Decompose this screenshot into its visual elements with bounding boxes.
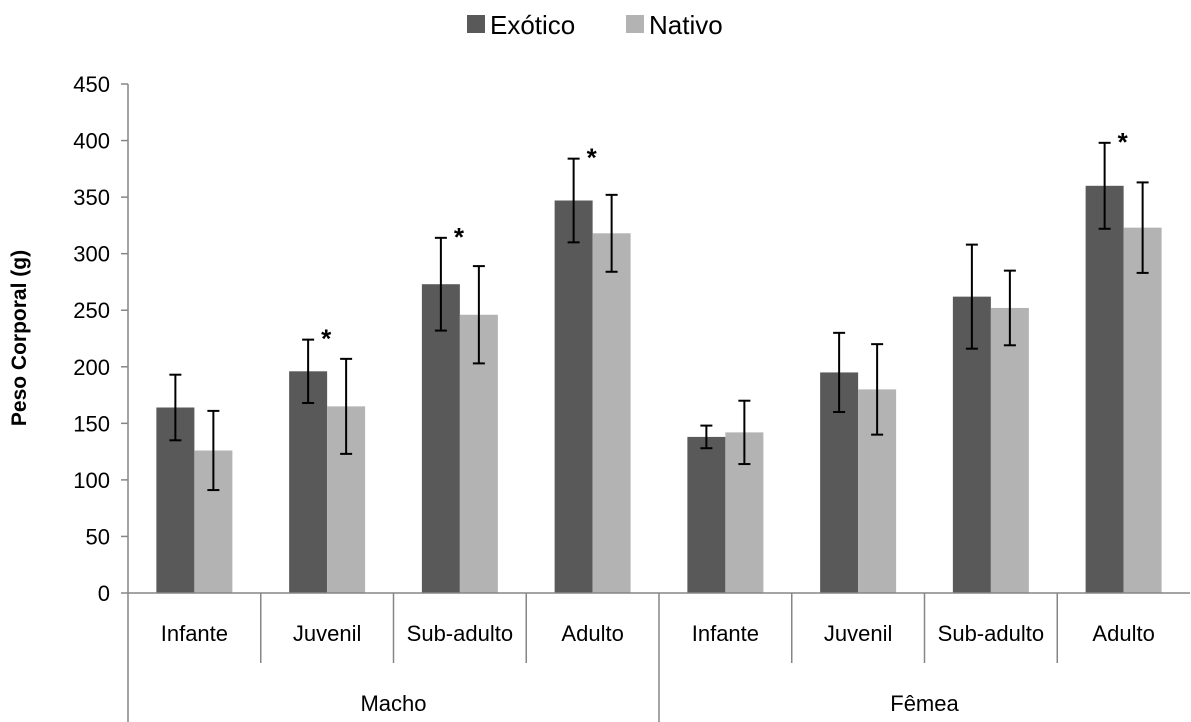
y-tick-label: 250 bbox=[73, 298, 110, 323]
error-bars bbox=[169, 141, 1149, 492]
y-tick-label: 450 bbox=[73, 72, 110, 97]
bar bbox=[421, 284, 460, 593]
legend-swatch bbox=[626, 15, 644, 33]
bar bbox=[687, 436, 726, 593]
x-category-label: Adulto bbox=[1092, 621, 1154, 646]
x-axis: Infante Juvenil Sub-adulto Adulto Macho Infan… bbox=[127, 592, 1190, 722]
legend-label: Nativo bbox=[649, 10, 723, 40]
x-group-label: Macho bbox=[360, 691, 426, 716]
y-tick-label: 350 bbox=[73, 185, 110, 210]
x-category-label: Juvenil bbox=[293, 621, 361, 646]
significance-marker: * bbox=[1118, 127, 1129, 157]
bar bbox=[554, 200, 593, 593]
x-category-label: Infante bbox=[161, 621, 228, 646]
y-tick-label: 50 bbox=[86, 524, 110, 549]
x-category-label: Sub-adulto bbox=[938, 621, 1044, 646]
bar bbox=[990, 307, 1029, 593]
y-tick-label: 300 bbox=[73, 242, 110, 267]
bar bbox=[1123, 227, 1162, 593]
bars bbox=[156, 185, 1162, 594]
y-tick-label: 200 bbox=[73, 355, 110, 380]
y-tick-label: 100 bbox=[73, 468, 110, 493]
significance-markers: * * * * bbox=[321, 127, 1129, 354]
y-axis-label: Peso Corporal (g) bbox=[8, 250, 31, 426]
x-category-label: Sub-adulto bbox=[407, 621, 513, 646]
legend-label: Exótico bbox=[490, 10, 575, 40]
significance-marker: * bbox=[454, 222, 465, 252]
x-category-label: Adulto bbox=[561, 621, 623, 646]
significance-marker: * bbox=[321, 324, 332, 354]
y-tick-label: 400 bbox=[73, 129, 110, 154]
legend: Exótico Nativo bbox=[467, 10, 723, 40]
x-category-label: Infante bbox=[692, 621, 759, 646]
y-axis: 0 50 100 150 200 250 300 350 400 450 bbox=[73, 72, 129, 606]
y-tick-label: 0 bbox=[98, 581, 110, 606]
y-tick-label: 150 bbox=[73, 411, 110, 436]
bar bbox=[1085, 185, 1124, 594]
significance-marker: * bbox=[587, 143, 598, 173]
x-category-label: Juvenil bbox=[824, 621, 892, 646]
bar bbox=[289, 371, 328, 593]
x-group-label: Fêmea bbox=[890, 691, 959, 716]
legend-swatch bbox=[467, 15, 485, 33]
bar bbox=[592, 233, 631, 593]
